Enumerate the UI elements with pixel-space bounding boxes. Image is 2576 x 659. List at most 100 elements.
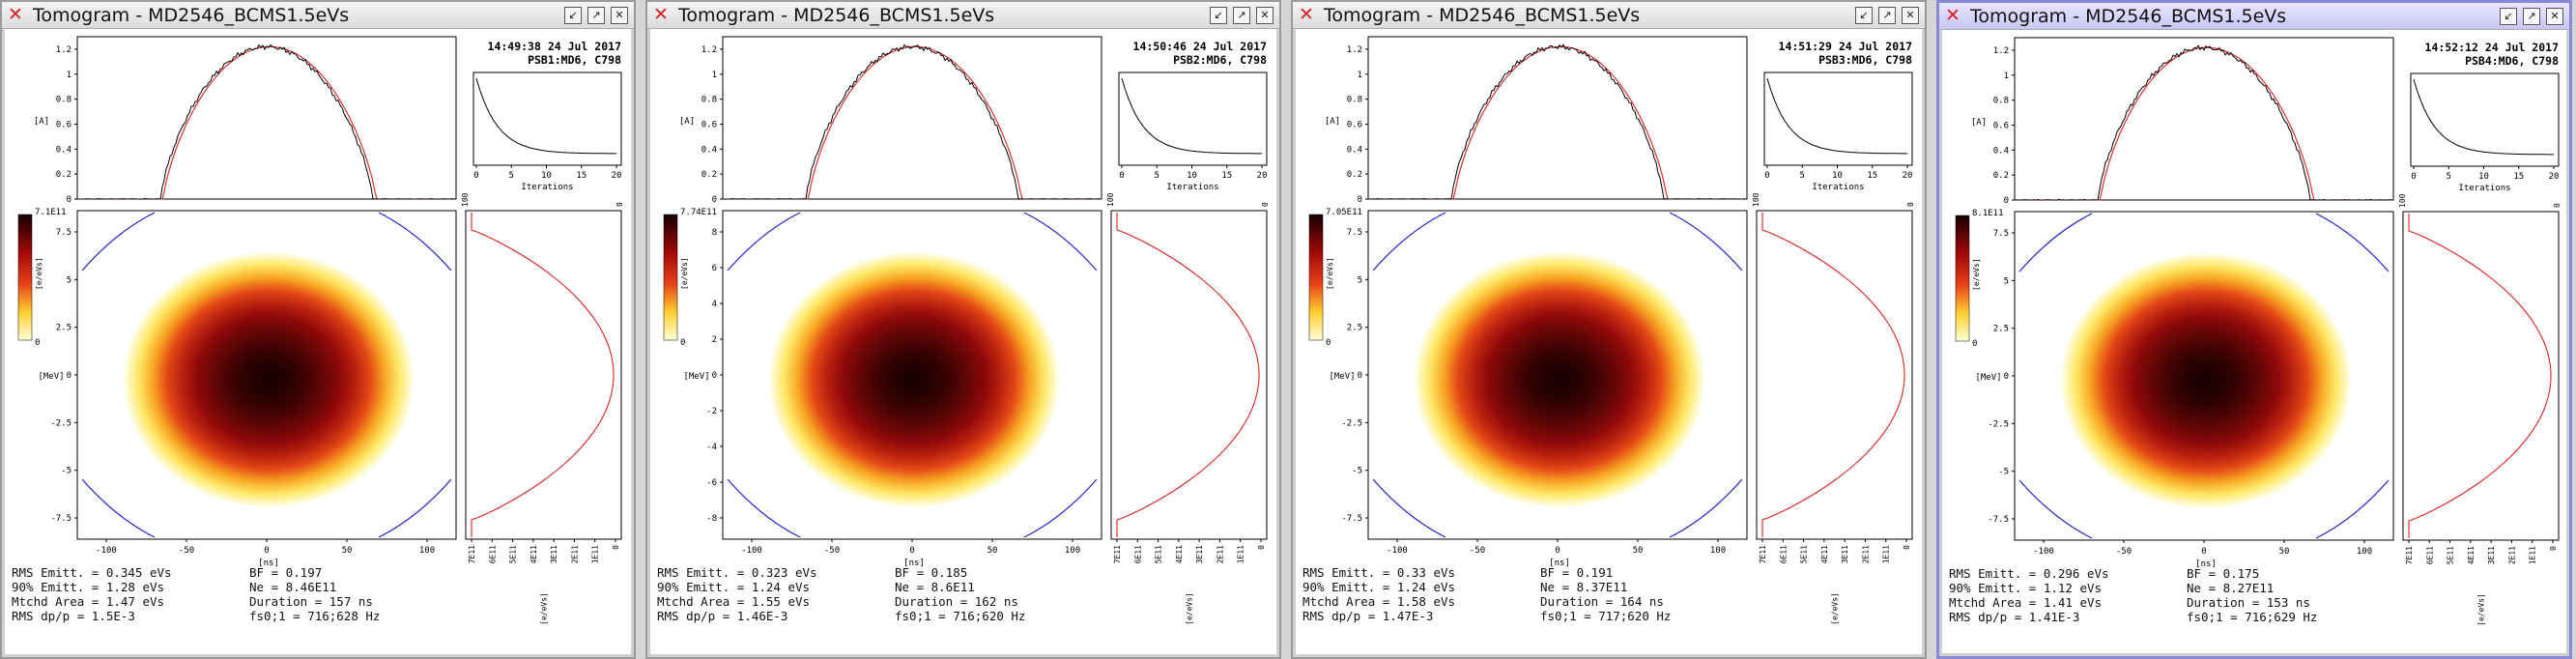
maximize-icon[interactable]: ↗ [1878, 7, 1896, 24]
stat-emitt90: 90% Emitt. = 1.24 eVs [1302, 580, 1456, 594]
phase-ytick-label: 7.5 [1347, 228, 1362, 238]
window-title: Tomogram - MD2546_BCMS1.5eVs [1324, 5, 1641, 26]
minimize-icon[interactable]: ↙ [2500, 8, 2517, 25]
window-title: Tomogram - MD2546_BCMS1.5eVs [33, 5, 350, 26]
stat-ne: Ne = 8.46E11 [249, 580, 337, 594]
profile-plot-frame [2014, 37, 2394, 201]
profile-ylabel: [A] [34, 117, 49, 127]
stat-bf: BF = 0.185 [895, 565, 968, 580]
phase-ytick-label: -2 [706, 407, 717, 416]
phase-space-density [769, 252, 1059, 507]
tomogram-window[interactable]: ✕ Tomogram - MD2546_BCMS1.5eVs ↙ ↗ ✕ 1.2 1 0.8 0… [1291, 0, 1927, 659]
profile-ytick-label: 1 [1358, 71, 1362, 80]
stat-duration: Duration = 162 ns [895, 594, 1018, 609]
proj-top-left: 100 [2398, 193, 2407, 208]
close-icon[interactable]: ✕ [1945, 5, 1961, 26]
convergence-curve [1766, 77, 1907, 155]
phase-ytick-label: -2.5 [1341, 418, 1362, 428]
plots-svg: 1.2 1 0.8 0.6 0.4 0.2 0 [A] 14:50:46 24 Jul 2017… [663, 36, 1270, 625]
stat-fs: fs0;1 = 716;628 Hz [249, 609, 381, 623]
stat-mtchd-area: Mtchd Area = 1.58 eVs [1302, 594, 1456, 609]
proj-xtick-label: 6E11 [1779, 545, 1788, 563]
minimize-icon[interactable]: ↙ [1210, 7, 1227, 24]
stat-fs: fs0;1 = 716;629 Hz [2187, 610, 2318, 624]
phase-xlabel: [ns] [903, 559, 925, 568]
conv-xlabel: Iterations [1812, 183, 1864, 192]
phase-xtick-label: 50 [1633, 546, 1644, 556]
close-icon[interactable]: ✕ [8, 4, 23, 25]
plot-panel: 1.2 1 0.8 0.6 0.4 0.2 0 [A] 14:51:29 24 Jul 2017… [1296, 29, 1922, 654]
window-titlebar[interactable]: ✕ Tomogram - MD2546_BCMS1.5eVs ↙ ↗ ✕ [2, 2, 634, 29]
minimize-icon[interactable]: ↙ [564, 7, 582, 24]
window-titlebar[interactable]: ✕ Tomogram - MD2546_BCMS1.5eVs ↙ ↗ ✕ [1939, 3, 2569, 30]
window-close-icon[interactable]: ✕ [1902, 7, 1919, 24]
phase-space-density [1415, 252, 1704, 507]
profile-ytick-label: 0.2 [1347, 170, 1362, 180]
close-icon[interactable]: ✕ [1299, 4, 1314, 25]
phase-ytick-label: -7.5 [50, 514, 72, 524]
proj-top-right: 0 [1261, 202, 1270, 207]
separatrix-line [1372, 478, 1446, 538]
proj-xtick-label: 1E11 [2529, 546, 2537, 564]
proj-xtick-label: 4E11 [2467, 546, 2476, 564]
convergence-curve [1121, 77, 1262, 155]
profile-ytick-label: 1.2 [1347, 45, 1362, 55]
conv-xtick-label: 20 [1257, 171, 1268, 181]
tomogram-window[interactable]: ✕ Tomogram - MD2546_BCMS1.5eVs ↙ ↗ ✕ 1.2 1 0.8 0… [1936, 0, 2572, 659]
profile-ytick-label: 0 [2004, 196, 2009, 206]
profile-ytick-label: 1.2 [56, 45, 72, 55]
ring-label: PSB4:MD6, C798 [2465, 54, 2559, 68]
plots-svg: 1.2 1 0.8 0.6 0.4 0.2 0 [A] 14:52:12 24 Jul 2017… [1955, 37, 2562, 626]
energy-projection-line [1116, 213, 1260, 537]
tomogram-window[interactable]: ✕ Tomogram - MD2546_BCMS1.5eVs ↙ ↗ ✕ 1.2 1 0.8 0… [645, 0, 1281, 659]
profile-ytick-label: 0.2 [701, 170, 717, 180]
colorbar-min: 0 [680, 338, 685, 348]
reconstructed-profile-line [2017, 46, 2391, 201]
stat-mtchd-area: Mtchd Area = 1.41 eVs [1949, 595, 2103, 610]
tomogram-window[interactable]: ✕ Tomogram - MD2546_BCMS1.5eVs ↙ ↗ ✕ 1.2 1 0.8 0… [0, 0, 636, 659]
stat-rms-dpp: RMS dp/p = 1.5E-3 [12, 609, 135, 623]
proj-xtick-label: 0 [1903, 545, 1911, 550]
maximize-icon[interactable]: ↗ [2523, 8, 2540, 25]
separatrix-line [2315, 213, 2390, 272]
proj-top-left: 100 [1752, 192, 1760, 207]
minimize-icon[interactable]: ↙ [1855, 7, 1873, 24]
stat-fs: fs0;1 = 717;620 Hz [1540, 609, 1672, 623]
colorbar [663, 214, 678, 341]
proj-xtick-label: 0 [1257, 545, 1266, 550]
conv-xtick-label: 10 [1832, 171, 1843, 181]
stat-rms-emitt: RMS Emitt. = 0.323 eVs [657, 565, 817, 580]
phase-xtick-label: 100 [2357, 547, 2372, 557]
phase-ytick-label: 2 [712, 335, 717, 345]
proj-xtick-label: 4E11 [1175, 545, 1184, 563]
profile-ytick-label: 0.6 [701, 120, 717, 129]
conv-xtick-label: 15 [2513, 172, 2524, 182]
proj-xtick-label: 2E11 [1216, 545, 1224, 563]
phase-xtick-label: 100 [419, 546, 435, 556]
window-close-icon[interactable]: ✕ [2546, 8, 2563, 25]
stat-emitt90: 90% Emitt. = 1.12 eVs [1949, 581, 2103, 595]
reconstructed-profile-line [1370, 45, 1745, 200]
separatrix-line [1023, 212, 1098, 272]
maximize-icon[interactable]: ↗ [1233, 7, 1250, 24]
plot-panel: 1.2 1 0.8 0.6 0.4 0.2 0 [A] 14:49:38 24 Jul 2017… [5, 29, 631, 654]
timestamp: 14:52:12 24 Jul 2017 [2425, 41, 2560, 54]
maximize-icon[interactable]: ↗ [587, 7, 605, 24]
profile-ytick-label: 0.2 [56, 170, 72, 180]
stat-duration: Duration = 157 ns [249, 594, 373, 609]
profile-ytick-label: 0.8 [701, 96, 717, 105]
phase-ytick-label: 0 [67, 371, 72, 381]
window-close-icon[interactable]: ✕ [1256, 7, 1274, 24]
phase-space-density [2061, 253, 2351, 508]
measured-profile-line [1369, 43, 1746, 200]
window-titlebar[interactable]: ✕ Tomogram - MD2546_BCMS1.5eVs ↙ ↗ ✕ [1293, 2, 1925, 29]
window-title: Tomogram - MD2546_BCMS1.5eVs [678, 5, 995, 26]
proj-xtick-label: 5E11 [2447, 546, 2455, 564]
energy-projection-line [471, 213, 615, 537]
profile-ytick-label: 0.8 [56, 96, 72, 105]
window-titlebar[interactable]: ✕ Tomogram - MD2546_BCMS1.5eVs ↙ ↗ ✕ [647, 2, 1279, 29]
window-close-icon[interactable]: ✕ [611, 7, 628, 24]
phase-xtick-label: 50 [987, 546, 998, 556]
proj-xtick-label: 3E11 [1841, 545, 1849, 563]
close-icon[interactable]: ✕ [653, 4, 669, 25]
